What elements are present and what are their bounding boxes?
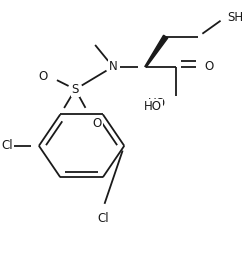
- Text: O: O: [204, 60, 213, 73]
- Text: O: O: [38, 70, 48, 83]
- Polygon shape: [144, 35, 167, 67]
- Text: N: N: [108, 60, 117, 73]
- Text: HO: HO: [147, 97, 165, 110]
- Text: S: S: [71, 83, 79, 96]
- Text: HO: HO: [143, 100, 161, 113]
- Text: SH: SH: [226, 11, 242, 24]
- Text: O: O: [92, 117, 102, 131]
- Text: Cl: Cl: [1, 139, 13, 152]
- Text: Cl: Cl: [97, 212, 108, 225]
